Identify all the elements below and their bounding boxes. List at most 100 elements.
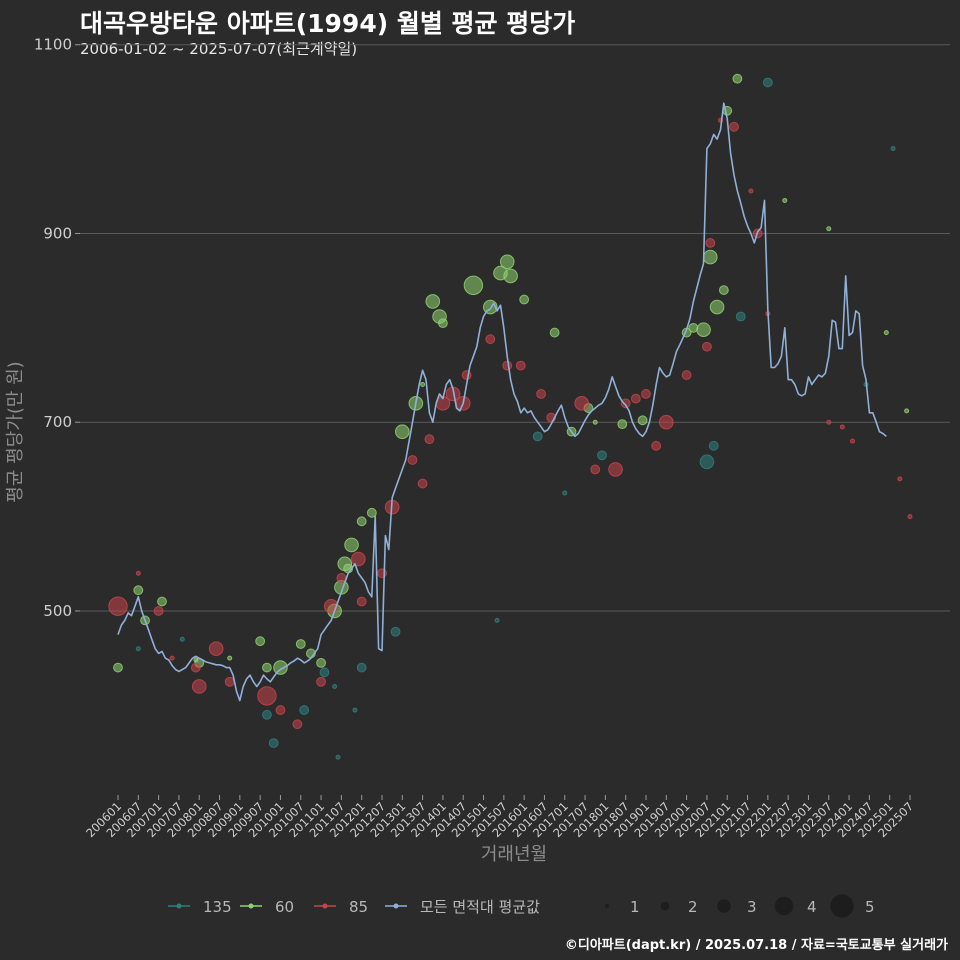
point-85-5 [191,679,207,694]
point-85-18 [407,455,418,465]
point-60-1 [133,585,144,596]
point-85-27 [515,360,526,371]
point-135-18 [762,77,773,88]
point-85-9 [275,705,286,715]
legend-size-label-1: 1 [630,898,640,916]
point-135-20 [890,146,896,152]
point-60-12 [316,657,326,668]
point-60-40 [696,322,711,338]
point-60-3 [157,596,167,607]
y-axis: 500 700 900 1100 [34,36,80,620]
point-60-17 [344,537,359,553]
point-135-0 [135,646,141,652]
point-85-20 [424,434,435,445]
point-60-29 [499,254,515,270]
point-85-13 [336,573,347,583]
chart-title: 대곡우방타운 아파트(1994) 월별 평균 평당가 [80,9,576,38]
legend-dot-2 [322,903,328,909]
y-tick-label-500: 500 [43,602,72,620]
x-axis-title: 거래년월 [481,844,547,865]
point-135-15 [699,454,715,470]
point-85-39 [702,341,712,352]
point-85-28 [536,389,546,399]
point-60-47 [826,226,832,232]
x-axis: 2006012006072007012007072008012008072009… [83,795,916,840]
point-85-35 [641,389,651,399]
point-135-4 [299,705,310,715]
point-60-18 [356,516,367,527]
point-85-19 [417,478,428,489]
point-60-36 [617,419,628,430]
point-135-5 [319,667,330,678]
point-85-46 [826,419,832,425]
legend-size-label-2: 2 [688,898,698,916]
point-60-26 [463,275,484,296]
point-85-30 [574,396,589,411]
point-85-43 [748,188,754,194]
point-60-30 [503,268,518,284]
point-135-13 [562,490,568,496]
point-60-32 [549,327,560,338]
point-60-6 [227,655,233,661]
point-60-25 [438,318,448,329]
point-85-25 [485,334,496,345]
point-85-2 [153,606,164,616]
point-60-43 [718,285,729,295]
point-85-26 [502,360,513,371]
legend-dot-1 [248,903,254,909]
y-tick-label-900: 900 [43,224,72,242]
legend-size-dot-2 [660,901,670,911]
point-85-24 [461,370,472,380]
point-85-1 [135,570,141,576]
point-135-6 [332,683,338,689]
point-60-35 [592,419,598,425]
point-60-49 [904,408,910,414]
point-85-15 [356,596,367,607]
point-60-22 [420,381,426,387]
point-85-32 [608,462,623,477]
point-135-2 [262,709,272,720]
point-85-36 [651,440,662,451]
point-85-50 [907,514,913,520]
point-60-31 [519,294,530,305]
point-135-12 [532,431,543,442]
point-85-49 [897,476,903,482]
line-layer [117,102,887,702]
legend-label-0: 135 [203,898,232,916]
legend-size-label-5: 5 [865,898,875,916]
legend-size-label-3: 3 [747,898,757,916]
legend-dot-3 [393,903,399,909]
point-135-3 [268,738,279,748]
point-85-4 [190,662,201,673]
point-135-8 [352,707,358,713]
point-60-7 [255,636,266,647]
point-60-20 [395,424,410,439]
point-85-31 [590,464,601,475]
y-tick-label-1100: 1100 [34,36,72,54]
point-85-7 [224,676,235,687]
legend-label-3: 모든 면적대 평균값 [420,898,540,916]
point-135-9 [356,662,367,673]
point-85-40 [705,238,716,248]
chart-caption: ©디아파트(dapt.kr) / 2025.07.18 / 자료=국토교통부 실… [564,938,948,953]
point-135-10 [390,626,401,637]
point-135-7 [335,754,341,760]
legend-label-1: 60 [275,898,294,916]
point-60-23 [425,294,441,309]
scatter-layer [108,73,913,760]
point-60-45 [732,73,743,84]
point-60-46 [782,197,788,203]
legend-label-2: 85 [349,898,368,916]
legend-size-dot-3 [717,899,731,913]
point-60-19 [366,507,377,518]
point-85-34 [630,393,641,404]
legend-dot-0 [176,903,182,909]
legend-size-dot-5 [830,894,854,918]
point-60-10 [295,639,306,649]
point-85-10 [292,719,303,730]
legend-size-dot-1 [605,904,609,908]
point-85-37 [659,414,674,430]
point-135-14 [597,450,607,461]
point-85-42 [729,121,739,132]
